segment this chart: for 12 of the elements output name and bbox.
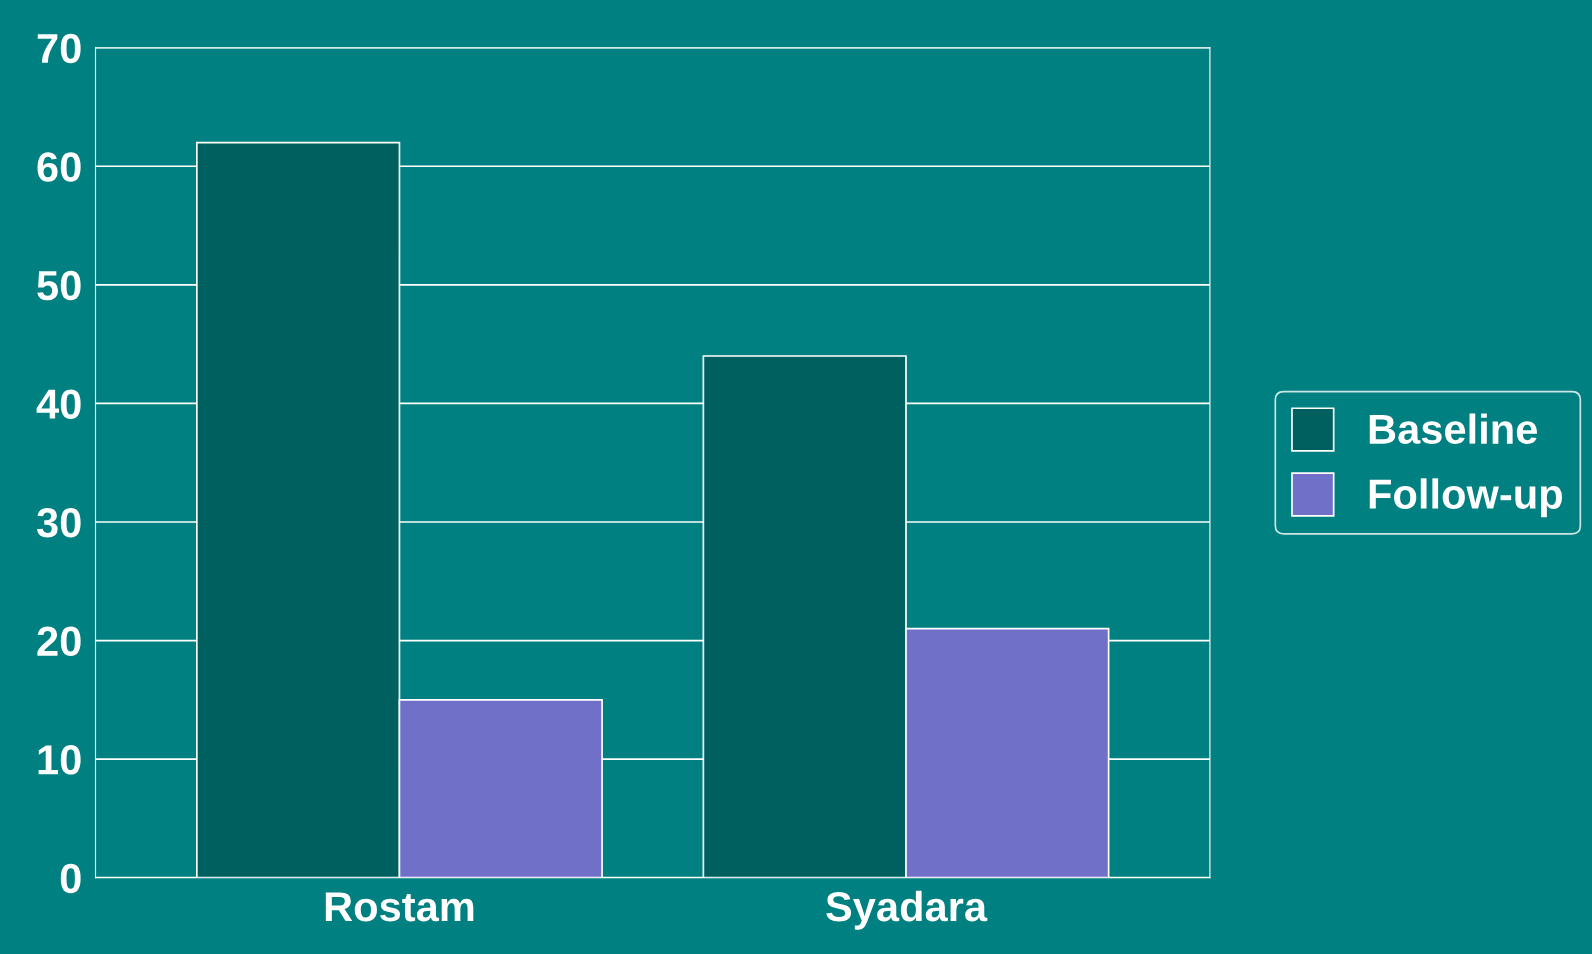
y-tick-label: 70 — [37, 33, 81, 64]
y-tick-label: 20 — [37, 626, 81, 657]
legend-label: Follow-up — [1369, 478, 1562, 518]
x-tick-label: Syadara — [826, 890, 988, 930]
y-tick-label: 50 — [37, 270, 81, 301]
y-tick-label: 60 — [37, 152, 81, 182]
y-tick-label: 10 — [38, 745, 81, 775]
legend-label: Baseline — [1369, 413, 1537, 445]
y-tick-label: 30 — [36, 507, 81, 538]
y-tick-label: 0 — [60, 863, 81, 894]
x-tick-label: Rostam — [325, 892, 474, 922]
y-tick-label: 40 — [36, 389, 81, 419]
